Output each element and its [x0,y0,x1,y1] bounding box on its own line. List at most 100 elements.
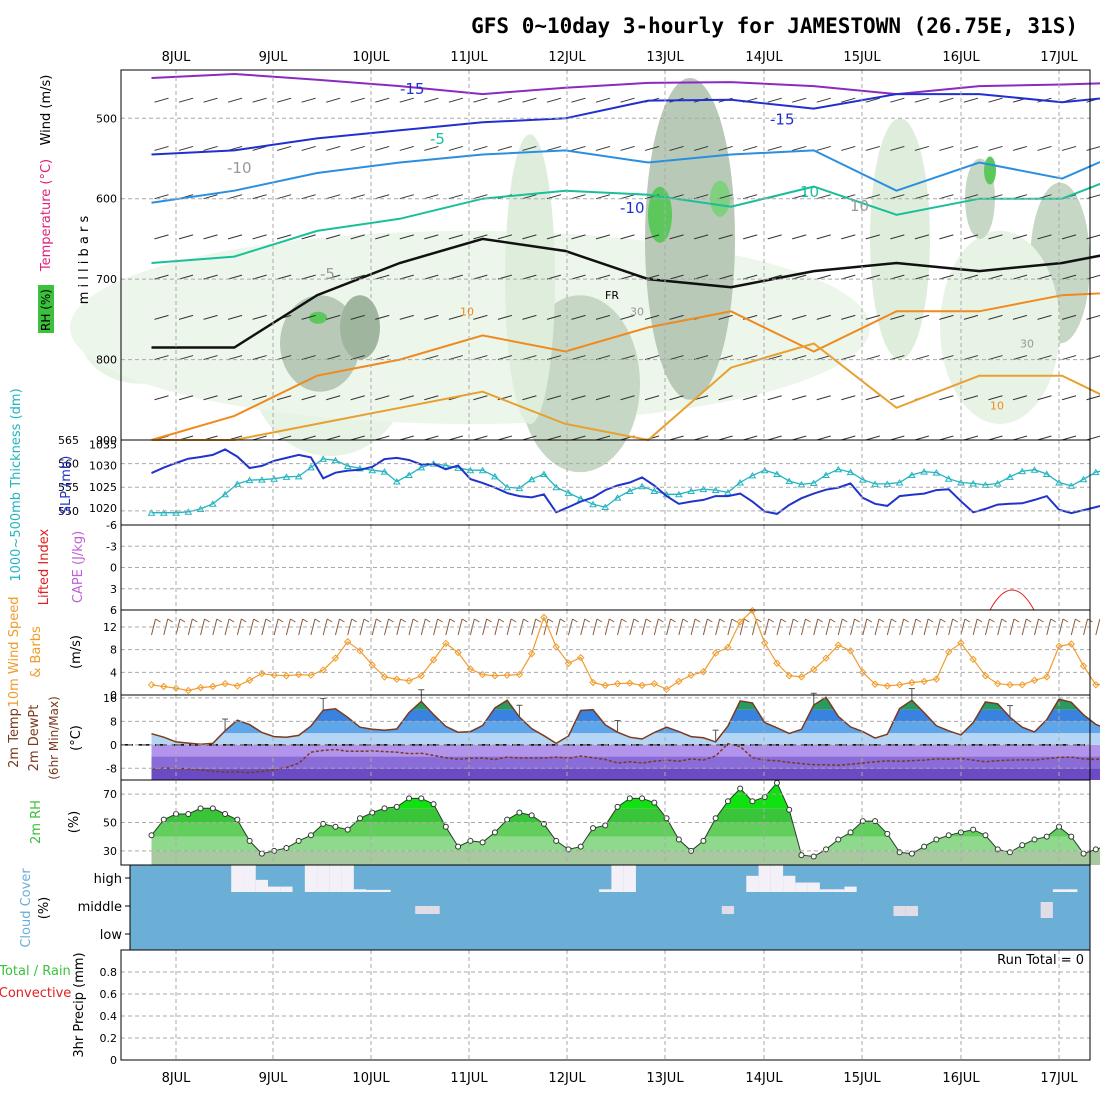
wind10-barb [976,618,983,623]
wind-barb [399,234,414,240]
wind10-barb [1025,618,1032,623]
wind-barb [1012,274,1028,280]
wind-barb [718,435,733,441]
thickness-marker [307,463,315,471]
thickness-marker [625,487,634,494]
thickness-marker [748,471,757,479]
wind-barb [595,234,611,240]
wind10-marker [282,672,291,680]
rh2m-marker [381,805,388,812]
rh-shading [340,295,380,360]
wind10-barb [743,618,750,623]
wind10-barb [290,618,296,623]
cloud-high-bar [844,886,857,892]
wind-barb [571,194,586,200]
wind-barb [154,194,169,200]
axis-label-temperature: Temperature (°C) [39,159,54,272]
wind10-marker [503,671,511,679]
wind10-barb [236,618,242,636]
wind-barb [914,355,929,361]
wind-barb [277,97,292,103]
wind-barb [448,274,463,280]
wind10-barb [952,618,958,623]
thickness-marker [380,468,389,475]
axis-label-wind10-unit: (m/s) [69,635,84,669]
panel-frame [120,949,1091,1061]
wind-barb [914,314,929,320]
wind-barb [669,274,684,280]
wind10-marker [442,639,450,648]
wind-barb [988,355,1003,361]
rh2m-marker [209,805,216,812]
cloud-level-label: middle [78,900,122,915]
wind-barb [424,435,439,441]
thickness-marker [724,488,732,496]
wind10-barb [727,618,733,636]
cloud-middle-bar [905,906,918,916]
wind-barb [718,314,733,320]
wind-barb [620,395,635,401]
wind-barb [154,355,169,361]
wind-barb [473,274,488,280]
wind-barb [301,234,316,240]
wind10-barb [940,618,946,623]
wind-barb [939,435,954,441]
wind-barb [203,234,218,240]
wind10-marker [147,681,156,689]
contour-label: -5 [430,130,445,148]
wind-barb [792,314,807,320]
wind10-marker [356,647,364,655]
rh2m-marker [553,837,560,844]
rh2m-marker [148,832,155,839]
wind-barb [326,97,341,103]
wind-barb [326,314,341,320]
cloud-high-bar [255,879,269,892]
wind10-marker [380,673,389,681]
wind10-barb [498,618,505,623]
wind-barb [277,234,292,240]
contour-label: 10 [460,305,474,318]
wind-barb [669,145,684,151]
wind-barb [497,145,513,151]
rh2m-marker [626,795,633,802]
wind10-barb [363,618,370,623]
rh2m-marker [406,795,413,802]
wind-barb [693,194,709,200]
cloud-high-bar [832,889,845,892]
temp-tick: 8 [110,715,117,728]
rh-band [151,808,1100,823]
wind-barb [963,435,979,441]
wind-barb [963,234,979,240]
cloud-high-bar [746,875,759,892]
wind-barb [399,274,414,280]
contour-label: -15 [400,80,425,98]
wind-barb [743,194,758,200]
wind10-barb [780,618,787,623]
contour-label: 10 [800,183,819,201]
rh2m-marker [614,803,621,810]
cloud-high-bar [758,865,771,892]
wind10-barb [1062,618,1069,623]
wind-barb [399,395,414,401]
wind-barb [890,97,905,103]
wind-barb [1086,395,1100,401]
contour-label: -10 [227,159,252,177]
wind-barb [277,435,292,441]
wind-barb [375,435,390,441]
wind-barb [841,234,856,240]
wind10-marker [1006,681,1014,689]
thickness-marker [196,505,205,512]
day-label-top: 14JUL [745,50,783,65]
axis-label-millibars: m i l l i b a r s [77,216,92,305]
wind-barb [277,145,292,151]
wind-barb [497,314,513,320]
cloud-high-bar [611,865,624,892]
wind-barb [203,274,218,280]
wind10-marker [527,649,536,658]
thickness-marker [883,480,892,487]
thickness-marker [846,468,855,476]
thickness-marker [172,509,180,516]
wind-barb [890,435,905,441]
rh2m-marker [773,779,780,786]
wind10-barb [596,618,603,623]
